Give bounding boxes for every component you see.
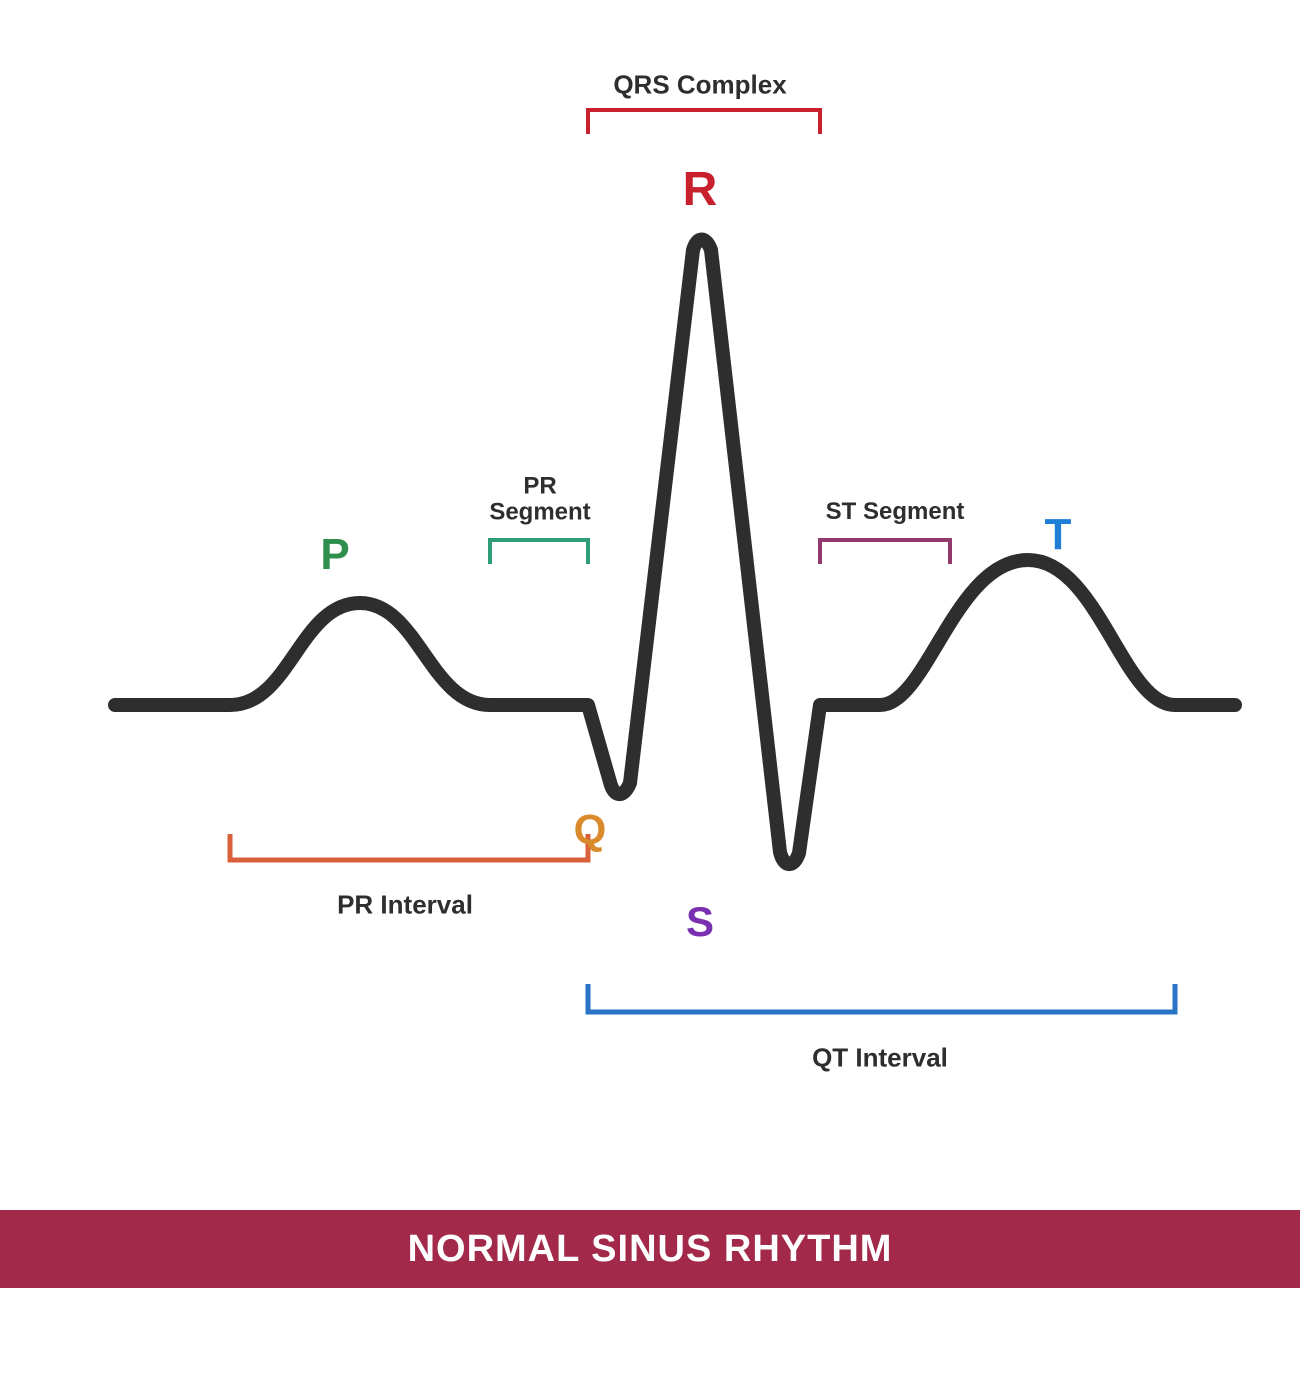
q-wave-label: Q [574, 808, 607, 852]
title-bar: NORMAL SINUS RHYTHM [0, 1210, 1300, 1288]
pr-interval-label: PR Interval [337, 891, 473, 920]
t-wave-label: T [1045, 512, 1072, 558]
s-wave-label: S [686, 900, 714, 944]
qrs-complex-label: QRS Complex [613, 71, 786, 100]
diagram-stage: P R Q S T QRS Complex PRSegment ST Segme… [0, 0, 1300, 1390]
title-text: NORMAL SINUS RHYTHM [408, 1228, 893, 1270]
qt-interval-label: QT Interval [812, 1044, 948, 1073]
pr-segment-label: PRSegment [489, 474, 590, 527]
st-segment-label: ST Segment [826, 499, 965, 525]
ecg-svg [0, 0, 1300, 1390]
p-wave-label: P [320, 532, 349, 578]
r-wave-label: R [683, 165, 718, 215]
